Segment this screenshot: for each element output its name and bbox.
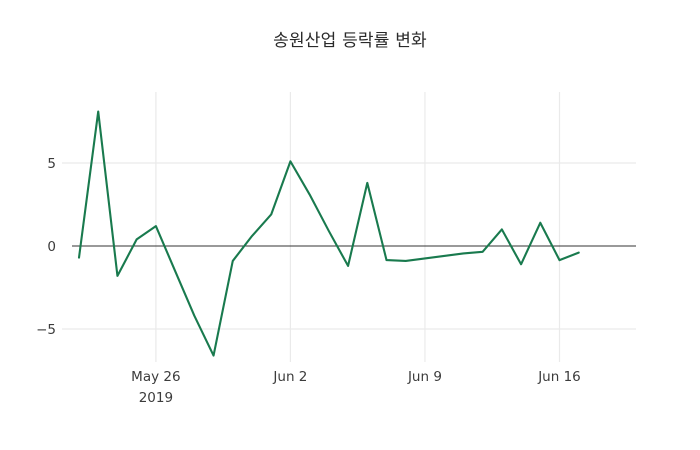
chart-title: 송원산업 등락률 변화: [273, 31, 427, 51]
y-axis-tick-labels: 5 0 −5: [36, 156, 56, 338]
y-tick-label-2: −5: [36, 322, 56, 338]
series-polyline: [77, 110, 580, 357]
x-tick-sublabel-0: 2019: [139, 390, 173, 406]
data-series-line: [77, 110, 580, 357]
x-axis-tick-labels: May 26 2019 Jun 2 Jun 9 Jun 16: [131, 369, 581, 406]
horizontal-gridlines: [62, 162, 636, 330]
x-tick-label-0: May 26: [131, 369, 180, 385]
x-tick-label-1: Jun 2: [272, 369, 307, 385]
x-tick-label-2: Jun 9: [407, 369, 442, 385]
y-tick-label-1: 0: [47, 239, 56, 255]
x-tick-label-3: Jun 16: [537, 369, 581, 385]
y-tick-label-0: 5: [47, 156, 56, 172]
